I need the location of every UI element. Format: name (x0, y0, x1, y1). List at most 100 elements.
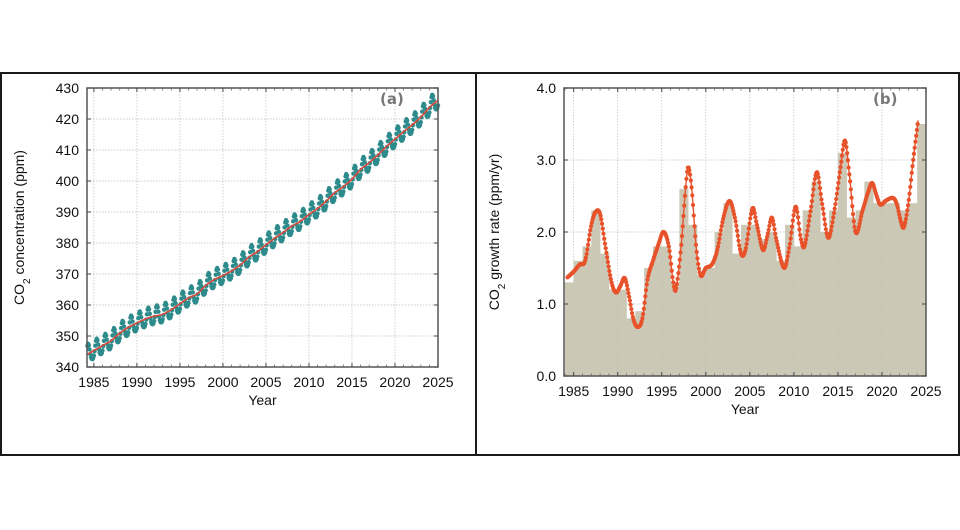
monthly-point (336, 179, 341, 185)
smoothed-point (731, 208, 736, 214)
monthly-point (284, 219, 289, 224)
smoothed-point (691, 213, 696, 218)
smoothed-point (857, 221, 862, 226)
smoothed-point (588, 224, 594, 229)
smoothed-point (682, 203, 687, 208)
monthly-point (126, 330, 131, 335)
monthly-point (387, 133, 393, 138)
monthly-point (100, 348, 105, 353)
monthly-point (401, 134, 406, 139)
monthly-point (138, 315, 144, 320)
smoothed-point (787, 241, 793, 246)
chart-b-x-ticks: 1985 1990 1995 2000 2005 2010 2015 2020 2025 (558, 88, 942, 399)
monthly-point (293, 213, 298, 219)
smoothed-point (641, 306, 646, 311)
monthly-point (298, 224, 303, 229)
monthly-point (130, 319, 135, 324)
monthly-point (104, 337, 109, 342)
smoothed-point (737, 247, 743, 252)
smoothed-point (766, 227, 771, 233)
smoothed-point (606, 264, 611, 269)
bar (811, 181, 821, 376)
monthly-point (121, 320, 126, 325)
smoothed-point (908, 177, 914, 183)
smoothed-point (840, 147, 845, 152)
monthly-point (203, 288, 208, 293)
smoothed-point (843, 140, 848, 145)
x-tick-label: 1995 (646, 383, 677, 399)
smoothed-point (791, 213, 796, 218)
smoothed-point (822, 217, 827, 222)
chart-a-y-ticks: 340 350 360 370 380 390 400 410 420 430 (56, 80, 438, 375)
smoothed-point (756, 233, 762, 238)
chart-a-grid (87, 87, 439, 368)
monthly-point (302, 212, 307, 217)
smoothed-point (687, 168, 692, 173)
chart-b-y-ticks: 0.0 1.0 2.0 3.0 4.0 (537, 80, 926, 384)
smoothed-point (849, 195, 854, 200)
x-tick-label: 1990 (602, 383, 633, 399)
smoothed-point (905, 203, 911, 208)
smoothed-point (819, 197, 824, 202)
monthly-point (379, 141, 384, 146)
smoothed-point (695, 256, 700, 261)
smoothed-point (850, 204, 855, 209)
monthly-point (164, 302, 169, 307)
smoothed-point (752, 211, 757, 216)
smoothed-point (745, 231, 751, 237)
monthly-point (95, 338, 100, 343)
smoothed-point (599, 217, 604, 222)
monthly-point (198, 280, 203, 285)
smoothed-point (784, 258, 790, 263)
monthly-point (268, 235, 273, 241)
smoothed-point (796, 221, 801, 226)
smoothed-point (823, 227, 828, 232)
smoothed-point (693, 242, 699, 248)
chart-a-ylabel-sub: 2 (22, 278, 33, 284)
monthly-point (164, 306, 170, 311)
smoothed-point (687, 172, 693, 177)
smoothed-point (625, 287, 630, 292)
monthly-point (413, 111, 418, 116)
smoothed-point (607, 268, 612, 274)
smoothed-point (816, 175, 821, 180)
x-tick-label: 2005 (250, 374, 281, 390)
smoothed-point (715, 244, 721, 249)
bar (899, 210, 909, 376)
monthly-point (404, 118, 410, 123)
smoothed-point (818, 191, 823, 197)
monthly-point (151, 318, 157, 324)
smoothed-point (771, 222, 776, 227)
monthly-point (375, 157, 380, 163)
smoothed-point (604, 250, 609, 255)
smoothed-point (641, 311, 646, 317)
y-tick-label: 340 (56, 359, 80, 375)
smoothed-point (823, 222, 828, 227)
monthly-point (224, 263, 229, 268)
smoothed-point (629, 306, 634, 312)
smoothed-point (798, 232, 803, 238)
monthly-point (263, 247, 269, 253)
x-tick-label: 1995 (164, 374, 195, 390)
y-tick-label: 2.0 (537, 224, 557, 240)
smoothed-point (903, 216, 908, 222)
smoothed-point (682, 193, 688, 198)
smoothed-point (679, 234, 685, 239)
smoothed-point (747, 221, 752, 226)
smoothed-point (831, 210, 837, 216)
smoothed-point (828, 231, 833, 236)
chart-b-smoothed-series (565, 120, 920, 330)
smoothed-point (788, 236, 793, 241)
smoothed-point (598, 213, 603, 218)
y-tick-label: 400 (56, 173, 80, 189)
monthly-point (280, 235, 286, 240)
x-tick-label: 2025 (910, 383, 941, 399)
bar (785, 224, 795, 376)
smoothed-point (624, 280, 629, 285)
smoothed-point (755, 225, 760, 231)
monthly-point (207, 276, 213, 281)
monthly-point (242, 255, 247, 260)
smoothed-point (640, 316, 645, 321)
chart-a-plot-frame (86, 87, 439, 368)
smoothed-point (608, 276, 613, 282)
